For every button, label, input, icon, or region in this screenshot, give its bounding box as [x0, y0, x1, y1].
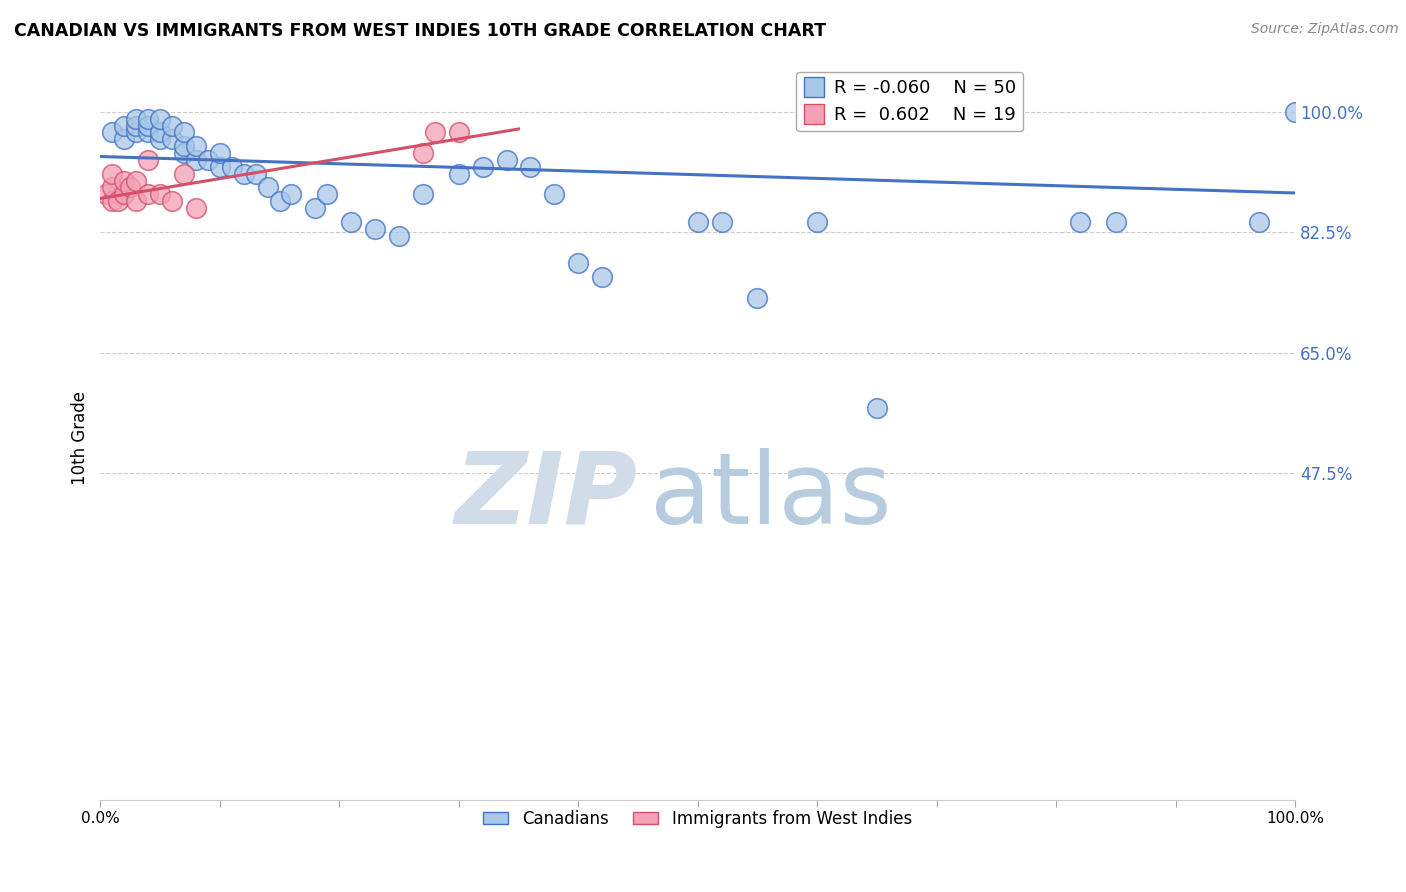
- Point: [208, 146, 231, 161]
- Point: [136, 125, 159, 139]
- Point: [197, 153, 219, 167]
- Point: [136, 187, 159, 202]
- Point: [112, 132, 135, 146]
- Point: [101, 125, 124, 139]
- Point: [173, 167, 195, 181]
- Point: [101, 167, 124, 181]
- Point: [340, 215, 363, 229]
- Point: [256, 180, 278, 194]
- Point: [567, 256, 589, 270]
- Point: [747, 291, 769, 305]
- Point: [149, 132, 172, 146]
- Point: [120, 180, 142, 194]
- Point: [245, 167, 267, 181]
- Point: [96, 187, 118, 202]
- Point: [447, 167, 470, 181]
- Point: [412, 146, 434, 161]
- Point: [495, 153, 517, 167]
- Point: [112, 173, 135, 187]
- Point: [221, 160, 243, 174]
- Point: [149, 112, 172, 126]
- Text: CANADIAN VS IMMIGRANTS FROM WEST INDIES 10TH GRADE CORRELATION CHART: CANADIAN VS IMMIGRANTS FROM WEST INDIES …: [14, 22, 827, 40]
- Point: [107, 194, 129, 209]
- Point: [173, 125, 195, 139]
- Point: [160, 132, 183, 146]
- Legend: Canadians, Immigrants from West Indies: Canadians, Immigrants from West Indies: [477, 803, 918, 835]
- Point: [1069, 215, 1091, 229]
- Point: [423, 125, 446, 139]
- Point: [149, 187, 172, 202]
- Point: [112, 187, 135, 202]
- Point: [519, 160, 541, 174]
- Point: [447, 125, 470, 139]
- Point: [184, 201, 207, 215]
- Text: Source: ZipAtlas.com: Source: ZipAtlas.com: [1251, 22, 1399, 37]
- Point: [149, 125, 172, 139]
- Point: [1105, 215, 1128, 229]
- Point: [160, 119, 183, 133]
- Point: [866, 401, 889, 415]
- Point: [269, 194, 291, 209]
- Point: [710, 215, 733, 229]
- Point: [471, 160, 494, 174]
- Point: [136, 153, 159, 167]
- Point: [208, 160, 231, 174]
- Point: [364, 221, 387, 235]
- Point: [1249, 215, 1271, 229]
- Point: [184, 139, 207, 153]
- Point: [136, 112, 159, 126]
- Point: [388, 228, 411, 243]
- Point: [101, 180, 124, 194]
- Point: [543, 187, 565, 202]
- Point: [412, 187, 434, 202]
- Point: [101, 194, 124, 209]
- Point: [125, 125, 148, 139]
- Text: ZIP: ZIP: [456, 448, 638, 545]
- Point: [1284, 104, 1306, 119]
- Point: [173, 139, 195, 153]
- Y-axis label: 10th Grade: 10th Grade: [72, 392, 89, 485]
- Point: [125, 194, 148, 209]
- Point: [125, 112, 148, 126]
- Point: [125, 173, 148, 187]
- Point: [304, 201, 326, 215]
- Point: [173, 146, 195, 161]
- Point: [280, 187, 302, 202]
- Point: [136, 119, 159, 133]
- Point: [232, 167, 254, 181]
- Point: [160, 194, 183, 209]
- Point: [686, 215, 709, 229]
- Point: [806, 215, 828, 229]
- Point: [125, 119, 148, 133]
- Point: [591, 269, 613, 284]
- Text: atlas: atlas: [650, 448, 891, 545]
- Point: [316, 187, 339, 202]
- Point: [112, 119, 135, 133]
- Point: [184, 153, 207, 167]
